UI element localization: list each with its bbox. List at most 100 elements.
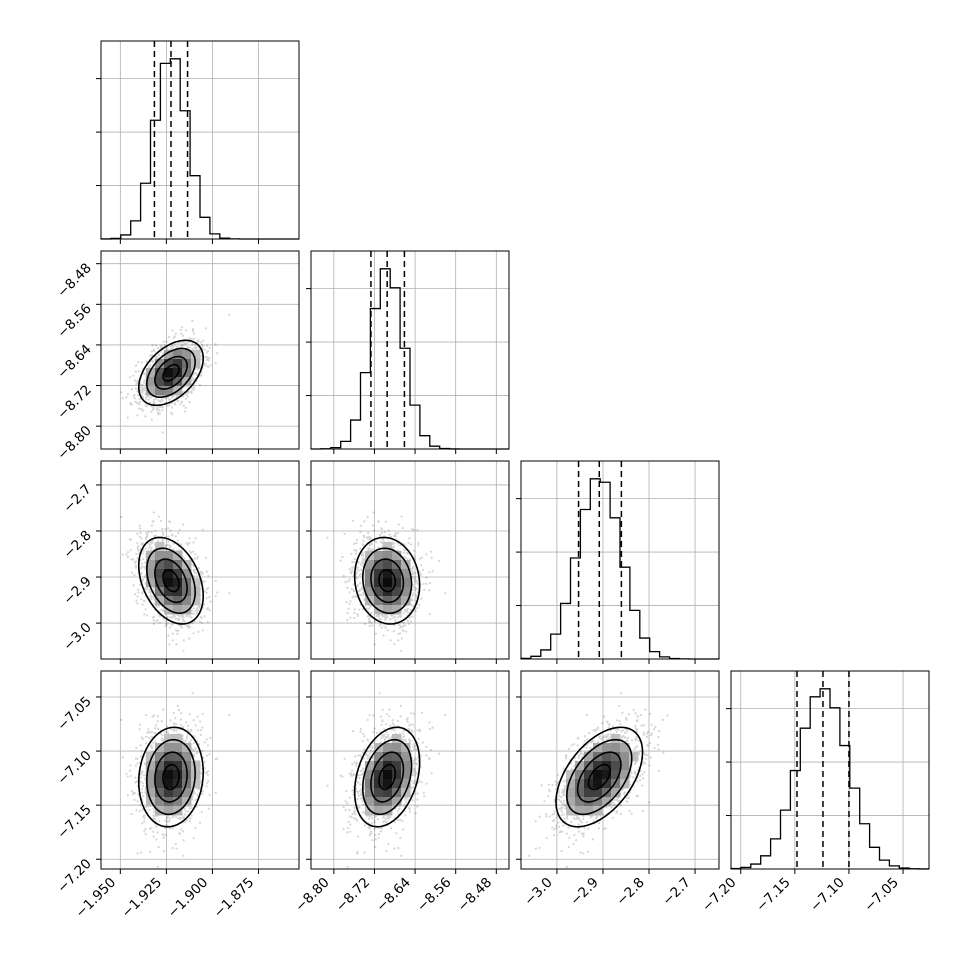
scatter-point <box>145 397 148 400</box>
scatter-point <box>137 361 140 364</box>
scatter-point <box>150 595 153 598</box>
contour-level-2 <box>154 355 188 390</box>
scatter-point <box>191 379 194 382</box>
scatter-point <box>195 612 198 615</box>
scatter-point <box>134 379 137 382</box>
scatter-point <box>150 350 153 353</box>
scatter-point <box>396 616 399 619</box>
scatter-point <box>140 750 143 753</box>
scatter-point <box>138 535 141 539</box>
scatter-point <box>381 531 384 535</box>
scatter-point <box>425 553 428 556</box>
scatter-point <box>169 345 172 348</box>
scatter-point <box>206 621 209 624</box>
scatter-point <box>206 744 210 747</box>
density-cell <box>173 359 183 369</box>
scatter-point <box>191 348 194 351</box>
scatter-point <box>129 538 133 541</box>
scatter-point <box>154 344 158 347</box>
density-cell <box>365 578 375 588</box>
scatter-point <box>192 385 196 389</box>
scatter-point <box>355 549 358 552</box>
scatter-point <box>152 830 155 833</box>
scatter-point <box>183 557 186 560</box>
hist-panel-3: −7.20 −7.15 −7.10 −7.05 <box>699 670 930 915</box>
scatter-point <box>150 410 153 413</box>
scatter-point <box>136 595 139 598</box>
scatter-point <box>196 557 199 560</box>
scatter-point <box>431 570 434 573</box>
scatter-point <box>170 616 173 619</box>
scatter-point <box>371 524 374 527</box>
density-cell <box>182 368 192 378</box>
scatter-point <box>348 591 351 594</box>
scatter-point <box>140 537 143 540</box>
hist-panel-1 <box>306 250 510 454</box>
scatter-point <box>165 624 168 627</box>
scatter-point <box>152 520 155 523</box>
scatter-point <box>188 401 191 404</box>
scatter-point <box>438 559 441 563</box>
scatter-point <box>187 810 190 813</box>
scatter-point <box>157 846 160 849</box>
panel-frame <box>310 250 510 450</box>
scatter-point <box>180 543 183 546</box>
scatter-point <box>362 534 365 537</box>
scatter-point <box>134 387 137 390</box>
scatter-point <box>360 568 363 571</box>
scatter-point <box>120 391 123 394</box>
scatter-point <box>418 570 421 573</box>
scatter-point <box>136 390 139 393</box>
scatter-point <box>156 406 159 409</box>
scatter-point <box>195 572 198 575</box>
scatter-point <box>378 533 381 536</box>
scatter-point <box>354 558 357 561</box>
scatter-point <box>350 587 353 591</box>
scatter-point <box>188 337 191 340</box>
scatter-point <box>136 588 140 591</box>
scatter-point <box>134 400 137 403</box>
scatter-point <box>168 626 171 629</box>
scatter-point <box>160 399 163 402</box>
scatter-point <box>406 612 409 615</box>
scatter-point <box>415 587 418 590</box>
scatter-point <box>171 639 174 642</box>
scatter-point <box>145 614 148 617</box>
scatter-point <box>140 562 143 565</box>
scatter-point <box>129 402 132 405</box>
scatter-point <box>142 557 145 561</box>
scatter-point <box>170 624 173 627</box>
scatter-point <box>171 329 174 332</box>
scatter-point <box>188 346 191 349</box>
scatter-point <box>386 629 389 632</box>
scatter-point <box>152 714 155 717</box>
scatter-point <box>393 643 396 646</box>
scatter-point <box>133 397 136 400</box>
scatter-point <box>214 791 217 794</box>
scatter-point <box>420 556 424 559</box>
scatter-point <box>353 590 356 593</box>
scatter-point <box>148 546 151 549</box>
panel-frame <box>100 460 300 660</box>
scatter-point <box>129 774 133 778</box>
scatter-point <box>136 414 139 417</box>
scatter-point <box>141 409 144 412</box>
scatter-point <box>170 345 174 348</box>
scatter-point <box>193 388 196 391</box>
scatter-point <box>182 341 185 344</box>
scatter-point <box>199 720 202 723</box>
scatter-point <box>200 343 204 346</box>
scatter-point <box>173 402 176 405</box>
hist-panel-0 <box>96 40 300 244</box>
contour-level-3 <box>146 347 196 399</box>
scatter-point <box>171 827 174 830</box>
scatter-point <box>360 561 363 564</box>
scatter-point <box>176 399 179 402</box>
scatter-point <box>193 337 196 340</box>
scatter-point <box>198 384 202 387</box>
scatter-point <box>160 346 163 349</box>
scatter-point <box>191 748 194 751</box>
scatter-point <box>368 544 371 547</box>
scatter-point <box>161 409 164 412</box>
scatter-point <box>203 590 206 593</box>
